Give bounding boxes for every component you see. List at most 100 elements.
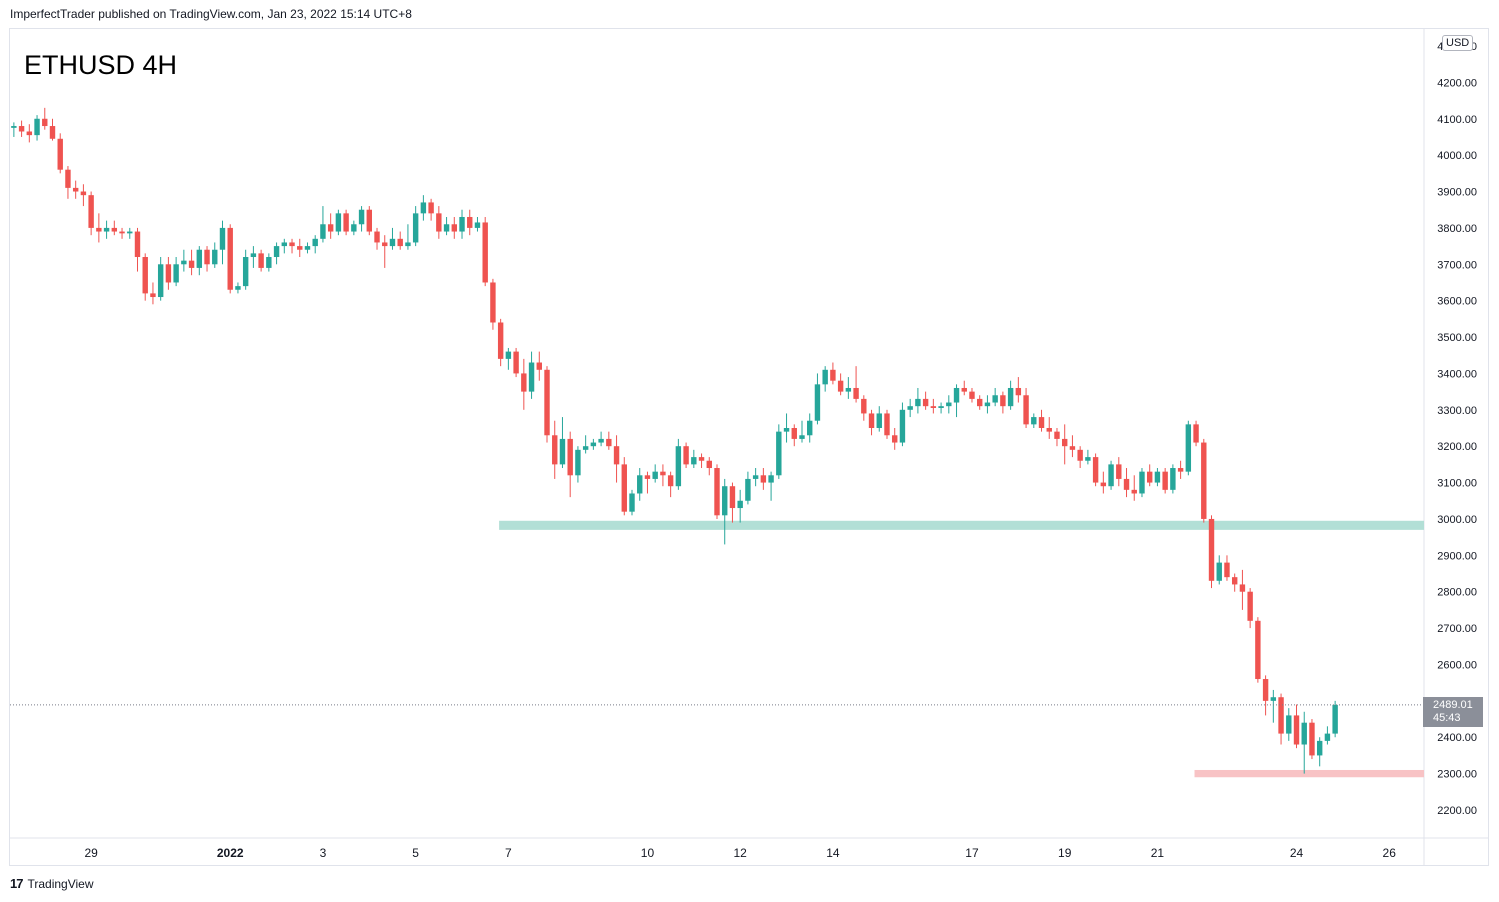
- last-price-tag: 2489.01 45:43: [1423, 697, 1483, 727]
- bar-countdown: 45:43: [1433, 712, 1461, 724]
- candle-down: [1077, 449, 1083, 461]
- x-tick-label: 17: [965, 846, 979, 860]
- candle-down: [57, 138, 63, 170]
- candle-down: [451, 224, 457, 232]
- candle-up: [946, 402, 952, 407]
- candle-up: [420, 202, 427, 214]
- candle-down: [1177, 468, 1184, 472]
- candle-up: [412, 213, 419, 243]
- candle-up: [590, 442, 597, 447]
- y-tick-label: 3000.00: [1437, 514, 1477, 526]
- candle-down: [1231, 577, 1238, 585]
- candle-up: [1286, 715, 1292, 734]
- candle-up: [575, 449, 581, 476]
- candle-down: [544, 369, 550, 436]
- candle-down: [837, 380, 844, 392]
- candle-up: [1108, 464, 1114, 487]
- x-tick-label: 24: [1290, 846, 1304, 860]
- candle-down: [977, 398, 983, 407]
- candle-down: [513, 351, 519, 374]
- y-tick-label: 3200.00: [1437, 441, 1477, 453]
- candle-down: [853, 387, 859, 399]
- y-tick-label: 3700.00: [1437, 259, 1477, 271]
- candle-down: [1293, 715, 1300, 745]
- candle-down: [26, 131, 33, 136]
- candle-up: [598, 438, 604, 443]
- candle-up: [652, 471, 658, 479]
- candle-up: [1085, 457, 1091, 461]
- candle-down: [1146, 471, 1153, 483]
- candle-down: [1201, 442, 1207, 519]
- candle-down: [18, 126, 25, 132]
- candle-down: [258, 253, 264, 268]
- candle-down: [606, 438, 612, 447]
- y-tick-label: 4000.00: [1437, 150, 1477, 162]
- x-tick-label: 12: [734, 846, 748, 860]
- candle-up: [629, 493, 635, 512]
- y-tick-label: 3600.00: [1437, 296, 1477, 308]
- candle-down: [1162, 471, 1168, 490]
- candle-down: [521, 373, 527, 392]
- candle-up: [1139, 471, 1145, 494]
- candle-down: [65, 169, 71, 188]
- candle-down: [327, 224, 334, 232]
- candle-up: [505, 351, 512, 359]
- candle-down: [72, 187, 79, 192]
- footer-brand[interactable]: 17 TradingView: [10, 876, 94, 891]
- candle-up: [443, 224, 450, 232]
- x-tick-label: 26: [1383, 846, 1397, 860]
- candle-up: [281, 242, 288, 247]
- y-tick-label: 2200.00: [1437, 805, 1477, 817]
- candle-up: [127, 231, 133, 234]
- candle-down: [1015, 387, 1022, 396]
- y-tick-label: 2600.00: [1437, 659, 1477, 671]
- candle-down: [289, 242, 295, 247]
- currency-button[interactable]: USD: [1442, 35, 1474, 51]
- candle-up: [358, 209, 365, 225]
- candle-up: [1301, 722, 1307, 745]
- candle-down: [490, 282, 496, 323]
- candle-up: [1185, 424, 1192, 472]
- candle-down: [567, 438, 573, 476]
- candle-down: [80, 191, 87, 196]
- candle-down: [227, 227, 233, 290]
- x-tick-label: 3: [320, 846, 327, 860]
- candle-down: [922, 398, 929, 407]
- candle-up: [212, 249, 218, 265]
- candle-up: [899, 409, 906, 443]
- candle-up: [907, 406, 913, 410]
- candle-up: [1270, 697, 1277, 701]
- candle-up: [737, 500, 743, 509]
- candle-down: [297, 246, 303, 250]
- candle-down: [1116, 464, 1122, 479]
- candle-down: [1208, 518, 1215, 581]
- x-tick-label: 29: [84, 846, 98, 860]
- candle-down: [1255, 620, 1261, 680]
- x-tick-label: 5: [412, 846, 419, 860]
- x-tick-label: 14: [826, 846, 840, 860]
- candle-up: [1324, 733, 1331, 741]
- candle-down: [791, 428, 797, 439]
- candle-down: [1239, 584, 1246, 592]
- candle-down: [884, 413, 890, 436]
- candle-down: [930, 406, 937, 408]
- candle-up: [351, 224, 357, 232]
- candle-down: [830, 369, 836, 381]
- candle-down: [134, 231, 141, 258]
- y-tick-label: 3100.00: [1437, 478, 1477, 490]
- candle-up: [312, 238, 318, 247]
- candle-down: [861, 398, 867, 414]
- candle-down: [1100, 482, 1107, 487]
- candle-down: [165, 264, 172, 283]
- candle-down: [142, 257, 148, 294]
- candle-up: [273, 246, 280, 258]
- candle-down: [1062, 438, 1068, 447]
- candle-down: [1123, 478, 1130, 490]
- candle-down: [1000, 395, 1006, 407]
- candle-down: [382, 242, 388, 247]
- candle-up: [11, 126, 17, 128]
- candle-down: [1247, 591, 1253, 621]
- candle-down: [613, 446, 620, 465]
- candle-down: [1278, 697, 1284, 734]
